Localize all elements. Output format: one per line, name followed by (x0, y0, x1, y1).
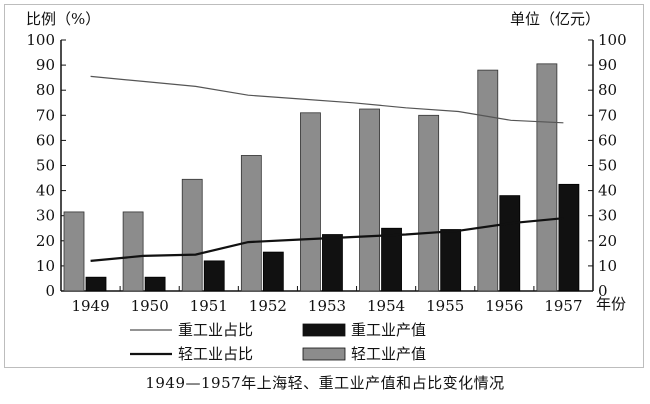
x-tick-label: 1950 (131, 297, 169, 315)
x-tick-label: 1954 (367, 297, 405, 315)
light-industry-output-bar (63, 211, 85, 292)
left-y-tick-label: 100 (26, 31, 55, 49)
legend-label: 重工业产值 (351, 321, 426, 339)
light-industry-output-bar (181, 178, 203, 292)
plot-area: 0 0 10 10 20 20 30 30 40 40 50 50 60 60 70 70 80 80 90 90 10… (26, 31, 626, 315)
x-tick-label: 1956 (485, 297, 523, 315)
chart-caption: 1949—1957年上海轻、重工业产值和占比变化情况 (145, 374, 505, 392)
left-y-tick-label: 40 (36, 182, 55, 200)
right-y-tick-label: 90 (598, 56, 617, 74)
x-tick-label: 1953 (308, 297, 346, 315)
heavy-industry-output-bar (381, 227, 402, 292)
left-y-tick-label: 0 (45, 282, 55, 300)
right-y-tick-label: 10 (598, 257, 617, 275)
left-y-tick-label: 70 (36, 106, 55, 124)
x-tick-label: 1952 (249, 297, 287, 315)
legend-label: 轻工业占比 (178, 345, 253, 363)
right-y-tick-label: 0 (598, 282, 608, 300)
left-y-tick-label: 90 (36, 56, 55, 74)
light-industry-output-bar (477, 69, 499, 292)
right-y-tick-label: 80 (598, 81, 617, 99)
legend-light-output-swatch (302, 347, 346, 361)
left-y-tick-label: 60 (36, 131, 55, 149)
right-y-tick-label: 20 (598, 232, 617, 250)
heavy-industry-output-bar (558, 183, 580, 292)
chart-frame (4, 4, 644, 368)
left-y-tick-label: 50 (36, 157, 55, 175)
right-y-tick-label: 40 (598, 182, 617, 200)
legend-label: 轻工业产值 (351, 345, 426, 363)
legend-heavy-output-swatch (302, 323, 346, 337)
light-industry-share-line (90, 217, 564, 262)
x-tick-label: 1949 (71, 297, 109, 315)
left-y-tick-label: 10 (36, 257, 55, 275)
left-y-tick-label: 30 (36, 207, 55, 225)
x-tick-label: 1951 (190, 297, 228, 315)
heavy-industry-output-bar (144, 276, 166, 292)
right-y-tick-label: 70 (598, 106, 617, 124)
chart-svg: 比例（%） 单位（亿元） 年份 0 0 10 10 20 20 30 30 40 40 50 50 60… (26, 10, 627, 363)
heavy-industry-share-line (90, 75, 564, 124)
heavy-industry-output-bar (203, 260, 225, 292)
legend-label: 重工业占比 (178, 321, 253, 339)
heavy-industry-output-bar (440, 229, 462, 292)
right-axis-title: 单位（亿元） (510, 10, 600, 28)
light-industry-output-bar (359, 108, 380, 292)
left-axis-title: 比例（%） (26, 10, 100, 28)
left-y-tick-label: 20 (36, 232, 55, 250)
light-industry-output-bar (300, 112, 321, 292)
x-tick-label: 1957 (544, 297, 582, 315)
right-y-tick-label: 50 (598, 157, 617, 175)
heavy-industry-output-bar (262, 251, 284, 292)
light-industry-output-bar (122, 211, 144, 292)
light-industry-output-bar (536, 63, 558, 292)
x-tick-label: 1955 (426, 297, 464, 315)
right-y-tick-label: 30 (598, 207, 617, 225)
light-industry-output-bar (240, 155, 262, 292)
heavy-industry-output-bar (322, 234, 343, 292)
heavy-industry-output-bar (85, 276, 107, 292)
left-y-tick-label: 80 (36, 81, 55, 99)
light-industry-output-bar (418, 114, 440, 292)
right-y-tick-label: 60 (598, 131, 617, 149)
x-axis-unit-label: 年份 (596, 295, 626, 313)
heavy-industry-output-bar (499, 195, 521, 292)
right-y-tick-label: 100 (598, 31, 627, 49)
